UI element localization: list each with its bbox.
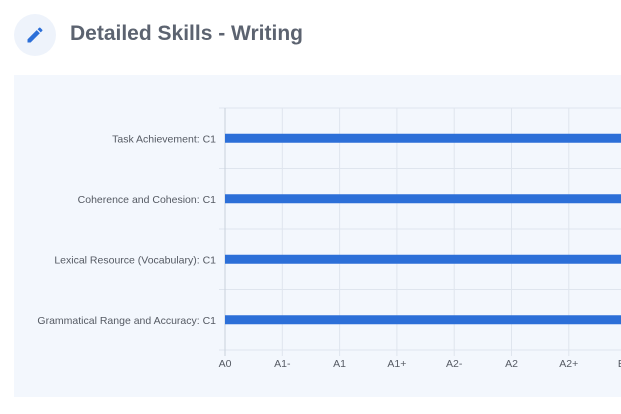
x-tick-label: B1- — [618, 358, 621, 370]
bar — [225, 133, 621, 143]
category-label: Grammatical Range and Accuracy: C1 — [37, 315, 216, 327]
category-label: Lexical Resource (Vocabulary): C1 — [54, 254, 216, 266]
category-label: Coherence and Cohesion: C1 — [78, 194, 217, 206]
category-label: Task Achievement: C1 — [112, 133, 216, 145]
x-tick-label: A1+ — [387, 358, 406, 370]
chart-panel: Task Achievement: C1 Coherence and Cohesi… — [14, 75, 621, 397]
x-axis-ticks: A0 A1- A1 A1+ A2- A2 A2+ B1- — [219, 358, 621, 370]
page-header: Detailed Skills - Writing — [0, 0, 621, 70]
x-tick-label: A2 — [505, 358, 518, 370]
bar — [225, 194, 621, 204]
bar — [225, 254, 621, 264]
bar — [225, 315, 621, 325]
chart-bars — [225, 133, 621, 325]
x-tick-label: A2- — [446, 358, 463, 370]
page-title: Detailed Skills - Writing — [70, 22, 303, 45]
x-tick-label: A0 — [219, 358, 232, 370]
skills-bar-chart: Task Achievement: C1 Coherence and Cohesi… — [37, 107, 621, 370]
x-tick-label: A1- — [274, 358, 291, 370]
x-tick-label: A2+ — [559, 358, 578, 370]
pencil-icon — [14, 14, 56, 56]
category-labels: Task Achievement: C1 Coherence and Cohesi… — [37, 133, 216, 327]
x-tick-label: A1 — [333, 358, 346, 370]
chart-grid — [219, 107, 621, 356]
